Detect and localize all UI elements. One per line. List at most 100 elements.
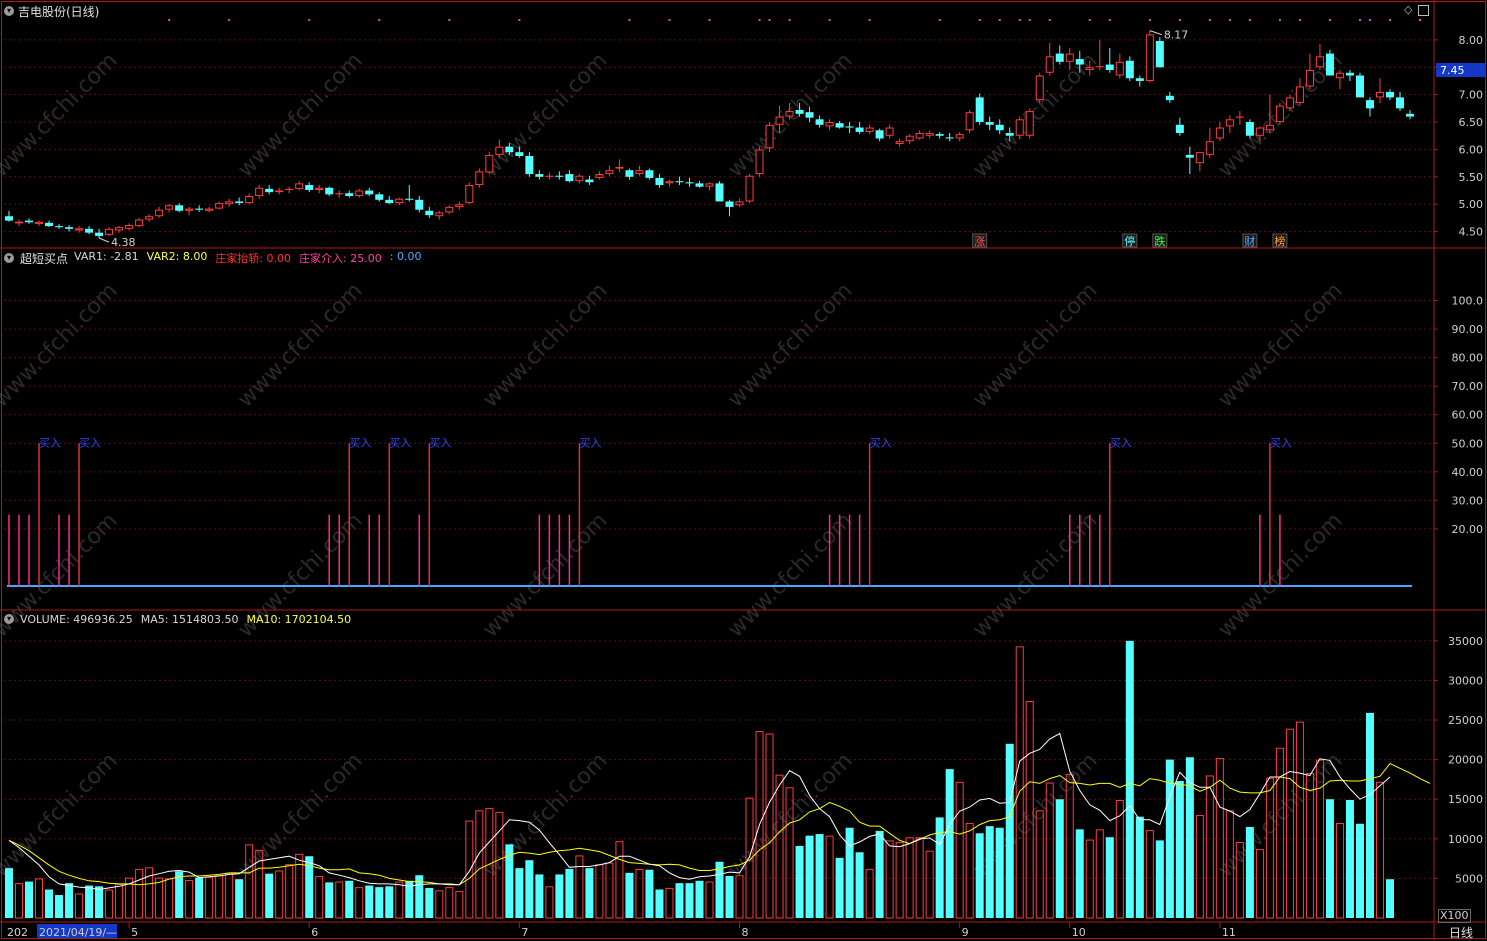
buy-signal-label: 买入: [79, 436, 101, 449]
legend-item: MA5: 1514803.50: [141, 613, 239, 626]
candle-body-up: [476, 172, 483, 185]
candle-body-down: [1406, 114, 1414, 117]
candle: [846, 122, 854, 133]
indicator-tick-label: 60.00: [1452, 409, 1484, 422]
volume-bar-down: [1136, 817, 1144, 918]
volume-bar-down: [365, 886, 373, 918]
period-button[interactable]: 日线: [1449, 924, 1473, 941]
candle: [876, 129, 884, 142]
candle-body-up: [1256, 128, 1263, 135]
volume-bar-down: [655, 889, 663, 918]
watermark-text: www.cfchi.com: [0, 748, 123, 882]
candle: [766, 122, 773, 152]
candle-body-up: [636, 171, 643, 174]
candle-body-down: [385, 200, 393, 203]
candle: [1226, 115, 1233, 133]
candle-body-up: [606, 171, 613, 174]
buy-signal-label: 买入: [1110, 436, 1132, 449]
x-axis-label: 10: [1072, 926, 1086, 939]
dot-marker: [869, 19, 871, 21]
candle: [1116, 54, 1123, 79]
event-tag: 财: [1244, 234, 1255, 248]
volume-bar-up: [186, 880, 193, 918]
candle: [1206, 128, 1213, 158]
diamond-icon[interactable]: ◇: [1404, 3, 1412, 16]
volume-bar-up: [616, 842, 623, 918]
dot-marker: [1279, 19, 1281, 21]
volume-bar-up: [776, 775, 783, 918]
candle: [486, 152, 493, 174]
window-box-icon[interactable]: [1418, 5, 1429, 16]
candle-body-up: [916, 134, 923, 138]
candle: [106, 227, 113, 236]
candle-body-up: [956, 135, 963, 138]
candle: [896, 138, 903, 146]
volume-bar-up: [286, 865, 293, 918]
volume-bar-down: [1156, 840, 1164, 918]
candle-body-up: [766, 125, 773, 148]
x-axis-label: 9: [962, 926, 969, 939]
candle-body-down: [535, 174, 543, 177]
volume-bar-down: [1106, 837, 1114, 918]
candle: [405, 185, 413, 201]
watermark-text: www.cfchi.com: [1213, 278, 1347, 412]
volume-bar-down: [585, 868, 593, 918]
volume-tick-label: 30000: [1448, 674, 1483, 687]
volume-bar-up: [906, 838, 913, 918]
dot-marker: [378, 19, 380, 21]
watermark-text: www.cfchi.com: [968, 508, 1102, 642]
volume-bar-down: [325, 882, 333, 918]
candle-body-up: [116, 228, 123, 230]
dot-marker: [1359, 19, 1361, 21]
volume-tick-label: 25000: [1448, 714, 1483, 727]
candle-body-down: [685, 182, 693, 183]
candle: [305, 182, 313, 192]
legend-item: 庄家抬轿: 0.00: [215, 250, 291, 266]
volume-bar-up: [166, 879, 173, 918]
candle-body-down: [856, 128, 864, 132]
volume-bar-down: [235, 879, 243, 918]
candle: [706, 182, 713, 190]
dot-marker: [1019, 19, 1021, 21]
volume-bar-down: [876, 831, 884, 918]
candle-body-up: [886, 128, 893, 135]
candle: [1026, 108, 1033, 138]
collapse-icon[interactable]: ▾: [4, 6, 14, 16]
volume-bar-down: [1346, 800, 1354, 918]
candle-body-down: [25, 221, 33, 223]
buy-signal-label: 买入: [870, 436, 892, 449]
candle-body-down: [976, 97, 984, 122]
price-tick-label: 5.00: [1459, 198, 1484, 211]
watermark-text: www.cfchi.com: [0, 278, 123, 412]
candle-body-down: [625, 170, 633, 177]
candle-body-up: [966, 113, 973, 130]
volume-bar-down: [25, 882, 33, 918]
candle-body-up: [1276, 106, 1283, 121]
legend-item: MA10: 1702104.50: [246, 613, 351, 626]
candle: [836, 121, 844, 129]
volume-collapse-icon[interactable]: ▾: [4, 614, 14, 624]
candle: [1276, 103, 1283, 125]
candle-body-up: [786, 112, 793, 116]
volume-tick-label: 10000: [1448, 833, 1483, 846]
candle: [65, 225, 73, 232]
candle: [1246, 119, 1254, 138]
candle-body-down: [946, 137, 954, 138]
volume-bar-up: [1016, 647, 1023, 918]
volume-bar-down: [1126, 641, 1134, 918]
volume-bar-down: [796, 846, 804, 918]
volume-bar-up: [356, 888, 363, 918]
candle: [415, 196, 423, 212]
candle-body-down: [645, 170, 653, 178]
indicator-collapse-icon[interactable]: ▾: [4, 253, 14, 263]
volume-bar-down: [685, 883, 693, 918]
volume-bar-up: [1336, 823, 1343, 918]
watermark-text: www.cfchi.com: [233, 278, 367, 412]
candle: [946, 133, 954, 141]
volume-unit-label: X100: [1438, 909, 1471, 923]
candle-body-up: [1146, 35, 1153, 81]
high-pointer: [1150, 31, 1162, 35]
volume-bar-up: [216, 876, 223, 918]
legend-item: 庄家介入: 25.00: [299, 250, 382, 266]
candle-body-down: [986, 122, 994, 125]
